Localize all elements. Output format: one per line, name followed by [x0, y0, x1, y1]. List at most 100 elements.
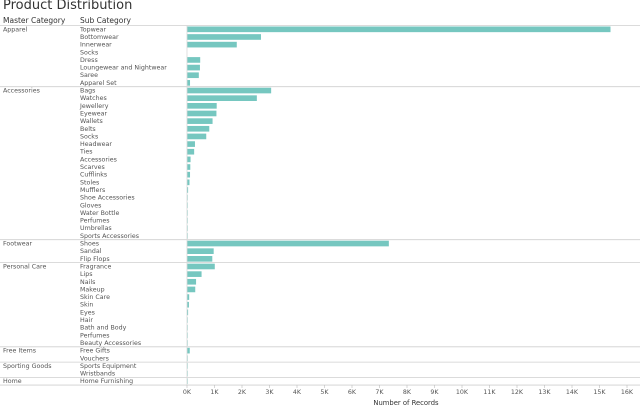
x-tick-label: 7K [375, 389, 384, 396]
x-tick-label: 8K [403, 389, 412, 396]
bar-makeup[interactable] [187, 286, 196, 293]
chart-rows: Apparel TopwearBottomwearInnerwearSocksDr… [0, 26, 640, 386]
sub-category-label: Lips [80, 271, 93, 278]
sub-category-label: Skin [80, 302, 93, 309]
sub-category-label: Fragrance [80, 263, 112, 270]
bar-skin[interactable] [187, 301, 189, 308]
x-tick-label: 4K [293, 389, 302, 396]
bar-free-gifts[interactable] [187, 347, 190, 354]
master-category-label: Accessories [3, 88, 40, 95]
bar-bottomwear[interactable] [187, 34, 261, 40]
bar-stoles[interactable] [187, 179, 190, 186]
sub-category-label: Beauty Accessories [80, 340, 141, 347]
bar-socks[interactable] [187, 133, 207, 140]
x-tick-label: 13K [538, 389, 551, 396]
sub-category-label: Accessories [80, 156, 117, 163]
sub-category-label: Perfumes [80, 218, 110, 225]
sub-category-label: Umbrellas [80, 225, 112, 232]
sub-category-label: Stoles [80, 179, 99, 186]
sub-category-label: Wallets [80, 118, 103, 125]
bar-nails[interactable] [187, 278, 197, 285]
sub-category-label: Mufflers [80, 187, 105, 194]
x-tick-label: 0K [183, 389, 192, 396]
x-tick-label: 1K [210, 389, 219, 396]
sub-category-label: Nails [80, 279, 95, 286]
bar-shoes[interactable] [187, 240, 389, 247]
sub-category-label: Home Furnishing [80, 378, 133, 385]
master-category-label: Home [3, 378, 22, 385]
sub-category-label: Shoe Accessories [80, 195, 135, 202]
sub-category-label: Watches [80, 95, 107, 102]
bar-scarves[interactable] [187, 164, 191, 170]
bar-eyewear[interactable] [187, 110, 217, 117]
sub-category-label: Cufflinks [80, 172, 107, 179]
bar-jewellery[interactable] [187, 103, 217, 109]
master-category-header: Master Category [3, 16, 66, 25]
sub-category-label: Scarves [80, 164, 105, 171]
bar-belts[interactable] [187, 125, 210, 132]
bar-bags[interactable] [187, 87, 272, 94]
sub-category-label: Sports Equipment [80, 363, 137, 370]
sub-category-label: Jewellery [79, 103, 109, 110]
bar-fragrance[interactable] [187, 263, 215, 270]
sub-category-label: Headwear [80, 141, 112, 148]
bar-ties[interactable] [187, 148, 195, 155]
sub-category-label: Saree [80, 72, 98, 79]
sub-category-label: Wristbands [80, 371, 115, 378]
bar-headwear[interactable] [187, 141, 195, 147]
sub-category-label: Makeup [80, 286, 105, 293]
sub-category-label: Apparel Set [80, 80, 117, 87]
sub-category-label: Water Bottle [80, 210, 119, 217]
sub-category-header: Sub Category [80, 16, 131, 25]
sub-category-label: Belts [80, 126, 96, 133]
bar-accessories[interactable] [187, 156, 191, 163]
bar-wallets[interactable] [187, 118, 213, 124]
bar-topwear[interactable] [187, 26, 611, 33]
sub-category-label: Hair [80, 317, 93, 324]
sub-category-label: Sandal [80, 248, 102, 255]
sub-category-label: Topwear [79, 26, 107, 33]
x-tick-label: 9K [430, 389, 439, 396]
sub-category-label: Vouchers [80, 355, 109, 362]
sub-category-label: Shoes [80, 241, 99, 248]
bar-innerwear[interactable] [187, 41, 237, 48]
x-axis-title: Number of Records [373, 399, 439, 407]
x-tick-label: 3K [265, 389, 274, 396]
x-tick-label: 16K [621, 389, 634, 396]
master-category-label: Personal Care [3, 263, 46, 270]
sub-category-label: Eyes [80, 309, 95, 316]
bar-sandal[interactable] [187, 248, 214, 254]
sub-category-label: Eyewear [80, 110, 107, 117]
sub-category-label: Innerwear [80, 42, 112, 49]
bar-cufflinks[interactable] [187, 171, 191, 178]
sub-category-label: Dress [80, 57, 98, 64]
sub-category-label: Loungewear and Nightwear [80, 65, 167, 72]
bar-mufflers[interactable] [187, 187, 189, 193]
x-axis: 0K 1K 2K 3K 4K 5K 6K 7K 8K 9K 10K 11K 12K 13K 14K 15K 16… [183, 25, 634, 396]
sub-category-label: Bath and Body [80, 325, 127, 332]
bar-eyes[interactable] [187, 309, 189, 316]
x-tick-label: 15K [593, 389, 606, 396]
bar-flip-flops[interactable] [187, 256, 213, 262]
x-tick-label: 2K [238, 389, 247, 396]
bar-dress[interactable] [187, 57, 201, 63]
bar-watches[interactable] [187, 95, 257, 101]
bar-lips[interactable] [187, 271, 202, 277]
x-tick-label: 10K [456, 389, 469, 396]
sub-category-label: Ties [79, 149, 93, 156]
sub-category-label: Perfumes [80, 332, 110, 339]
bar-skin-care[interactable] [187, 294, 190, 300]
bar-apparel-set[interactable] [187, 80, 191, 86]
x-tick-label: 11K [483, 389, 496, 396]
bar-loungewear-and-nightwear[interactable] [187, 64, 200, 71]
master-category-label: Free Items [3, 348, 36, 355]
sub-category-label: Flip Flops [80, 256, 110, 263]
master-category-label: Apparel [3, 26, 27, 33]
sub-category-label: Free Gifts [80, 348, 110, 355]
sub-category-label: Socks [80, 133, 98, 140]
bar-saree[interactable] [187, 72, 199, 79]
sub-category-label: Bags [80, 88, 95, 95]
chart-title: Product Distribution [3, 0, 132, 13]
master-category-label: Footwear [3, 241, 32, 248]
